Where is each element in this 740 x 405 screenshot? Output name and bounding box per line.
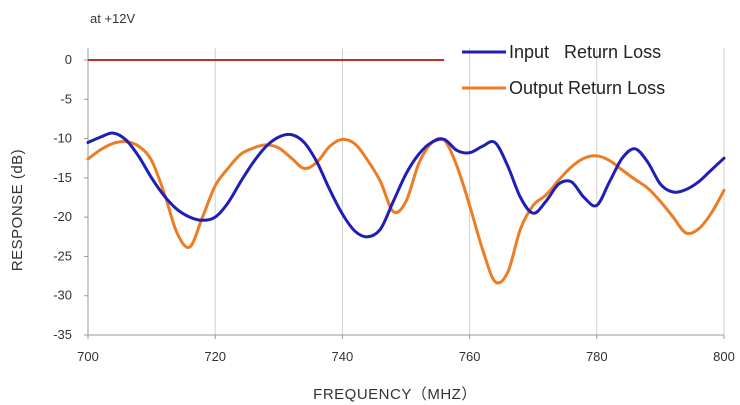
y-axis-title: RESPONSE (dB) — [9, 149, 26, 271]
x-axis-title: FREQUENCY（MHZ） — [313, 386, 477, 403]
y-tick-label: 0 — [65, 52, 72, 67]
series-line-input-return-loss — [86, 131, 726, 239]
legend: Input Return Loss Output Return Loss — [462, 42, 665, 98]
y-tick-label: -5 — [60, 91, 72, 106]
y-tick-label: -10 — [53, 131, 72, 146]
y-tick-labels: 0 -5 -10 -15 -20 -25 -30 -35 — [53, 52, 88, 342]
x-tick-label: 720 — [204, 349, 226, 364]
y-tick-label: -35 — [53, 327, 72, 342]
x-tick-label: 740 — [332, 349, 354, 364]
voltage-annotation: at +12V — [90, 11, 136, 26]
legend-label-input: Input Return Loss — [509, 42, 661, 62]
legend-label-output: Output Return Loss — [509, 78, 665, 98]
x-tick-label: 800 — [713, 349, 735, 364]
y-tick-label: -25 — [53, 248, 72, 263]
x-tick-label: 760 — [459, 349, 481, 364]
y-tick-label: -30 — [53, 288, 72, 303]
x-tick-labels: 700 720 740 760 780 800 — [77, 335, 735, 364]
y-tick-label: -15 — [53, 170, 72, 185]
y-tick-label: -20 — [53, 209, 72, 224]
x-tick-label: 700 — [77, 349, 99, 364]
series-line-output-return-loss — [86, 136, 726, 285]
x-tick-label: 780 — [586, 349, 608, 364]
series-lines — [86, 131, 726, 285]
